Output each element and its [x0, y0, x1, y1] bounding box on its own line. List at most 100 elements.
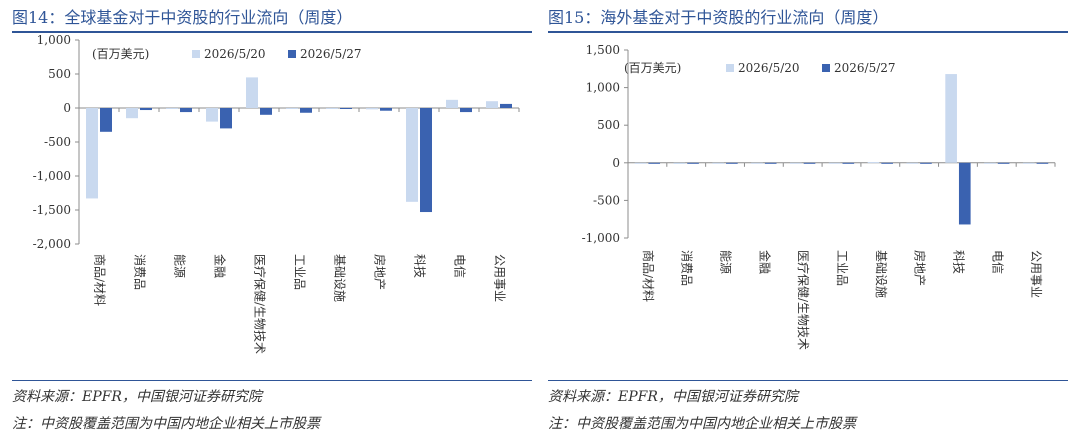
bar-series1	[326, 108, 338, 109]
bar-series2	[380, 108, 392, 111]
legend-swatch	[822, 64, 830, 72]
bar-series1	[246, 77, 258, 108]
bar-series1	[945, 74, 957, 163]
legend-swatch	[192, 50, 200, 58]
bar-series2	[460, 108, 472, 113]
x-tick-label: 金融	[213, 254, 228, 278]
bar-series2	[100, 108, 112, 132]
x-tick-label: 房地产	[913, 250, 928, 286]
y-tick-label: 1,500	[586, 43, 620, 57]
y-tick-label: -1,000	[582, 231, 620, 245]
overseas-fund-flow-chart: 1,500 1,000 500 0 -500 -1,000 商品/材料 消费品 能源 金融 医疗保健…	[582, 43, 1056, 350]
bar-series1	[366, 108, 378, 110]
legend-label: 2026/5/20	[204, 47, 266, 61]
x-tick-label: 工业品	[835, 250, 849, 286]
x-tick-label: 公用事业	[493, 254, 507, 302]
x-tick-label: 科技	[951, 250, 965, 274]
bar-series1	[86, 108, 98, 199]
bar-series2	[140, 108, 152, 111]
y-tick-label: -500	[593, 193, 620, 207]
x-tick-label: 电信	[453, 254, 467, 278]
bar-series2	[842, 162, 855, 164]
y-tick-label: 500	[597, 118, 620, 132]
x-tick-label: 医疗保健/生物技术	[796, 250, 810, 350]
y-tick-label: 500	[48, 67, 71, 81]
scope-note: 注：中资股覆盖范围为中国内地企业相关上市股票	[548, 416, 856, 432]
y-tick-label: -1,500	[33, 203, 71, 217]
x-tick-label: 基础设施	[874, 250, 888, 298]
bar-series2	[687, 162, 699, 164]
unit-label: (百万美元)	[92, 47, 149, 61]
x-tick-label: 消费品	[133, 254, 147, 290]
x-tick-label: 能源	[173, 254, 187, 278]
bar-series2	[764, 162, 777, 164]
bar-series2	[500, 103, 512, 108]
bar-series1	[634, 162, 647, 164]
bar-series1	[446, 99, 458, 108]
legend-swatch	[288, 50, 296, 58]
title-rule	[548, 31, 1068, 33]
y-tick-label: -500	[44, 135, 71, 149]
bar-series1	[712, 162, 725, 164]
bar-series1	[906, 162, 919, 164]
chart-title: 图15：海外基金对于中资股的行业流向（周度）	[548, 8, 889, 27]
y-tick-label: 0	[612, 156, 620, 170]
x-tick-label: 能源	[719, 250, 733, 274]
x-tick-label: 电信	[990, 250, 1004, 274]
bar-series1	[486, 101, 498, 108]
scope-note: 注：中资股覆盖范围为中国内地企业相关上市股票	[12, 416, 320, 432]
bar-series1	[126, 108, 138, 119]
source-note: 资料来源：EPFR，中国银河证券研究院	[12, 389, 262, 405]
title-rule	[12, 31, 532, 33]
bar-series2	[726, 162, 738, 164]
x-tick-label: 房地产	[373, 254, 388, 290]
x-tick-label: 金融	[757, 250, 772, 274]
bar-series2	[340, 108, 352, 109]
y-tick-label: 1,000	[586, 81, 620, 95]
x-tick-label: 医疗保健/生物技术	[253, 254, 267, 354]
bar-series1	[984, 162, 996, 164]
bar-series1	[751, 162, 763, 164]
x-tick-label: 商品/材料	[93, 254, 108, 306]
x-tick-label: 科技	[413, 254, 427, 278]
bar-series2	[220, 108, 232, 129]
bar-series1	[828, 162, 841, 164]
bar-series1	[790, 162, 802, 164]
bar-series2	[997, 162, 1010, 164]
source-note: 资料来源：EPFR，中国银河证券研究院	[548, 389, 798, 405]
y-tick-label: -2,000	[33, 237, 71, 251]
bar-series2	[1036, 162, 1049, 164]
unit-label: (百万美元)	[624, 61, 681, 75]
bar-series1	[286, 108, 298, 109]
right-panel: 图15：海外基金对于中资股的行业流向（周度） 1,500 1,000 500 0 -50…	[540, 0, 1072, 443]
y-tick-label: -1,000	[33, 169, 71, 183]
bar-series1	[166, 108, 178, 109]
bar-series2	[260, 108, 272, 115]
left-panel: 图14：全球基金对于中资股的行业流向（周度） 1,000 500 0 -500 -1,0…	[4, 0, 536, 443]
x-tick-label: 商品/材料	[641, 250, 656, 302]
x-tick-label: 工业品	[293, 254, 307, 290]
y-tick-label: 1,000	[37, 34, 71, 47]
legend-swatch	[726, 64, 734, 72]
footer-rule	[548, 380, 1068, 381]
footer-rule	[12, 380, 532, 381]
bar-series1	[1022, 162, 1035, 164]
y-tick-label: 0	[63, 101, 71, 115]
legend-label: 2026/5/20	[738, 61, 800, 75]
bar-series1	[867, 162, 880, 164]
bar-series1	[206, 108, 218, 122]
bar-series2	[803, 162, 816, 164]
bar-series2	[958, 162, 971, 225]
x-tick-label: 基础设施	[333, 254, 347, 302]
bar-series2	[300, 108, 312, 113]
global-fund-flow-chart: 1,000 500 0 -500 -1,000 -1,500 -2,000 商品/材料 消费品 能…	[33, 34, 520, 354]
bar-series2	[881, 162, 893, 164]
x-tick-label: 公用事业	[1029, 250, 1043, 298]
legend-label: 2026/5/27	[834, 61, 896, 75]
bar-series2	[420, 108, 432, 213]
chart-title: 图14：全球基金对于中资股的行业流向（周度）	[12, 8, 353, 27]
bar-series2	[920, 162, 932, 164]
x-tick-label: 消费品	[680, 250, 694, 286]
legend-label: 2026/5/27	[300, 47, 362, 61]
bar-series2	[180, 108, 192, 113]
